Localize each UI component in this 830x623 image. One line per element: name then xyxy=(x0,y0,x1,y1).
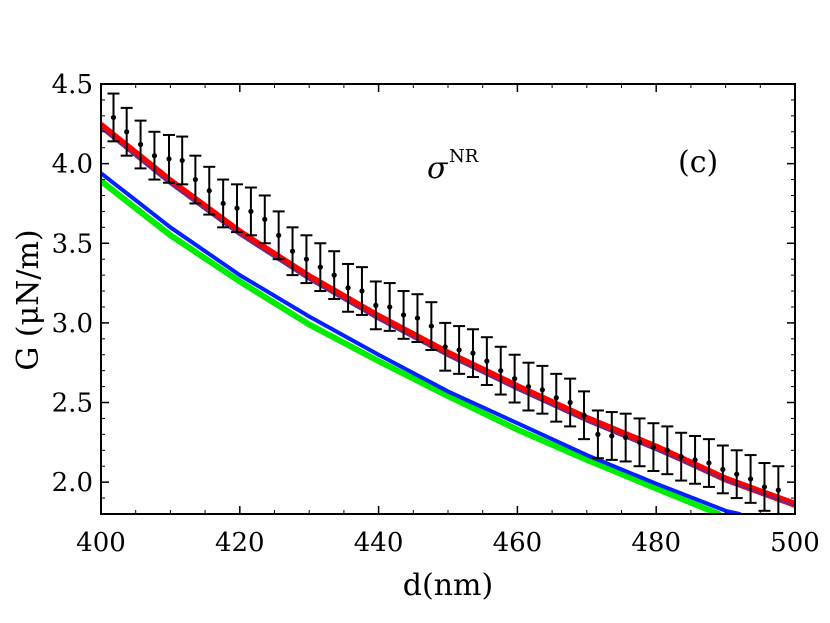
data-point xyxy=(553,395,559,401)
data-point xyxy=(220,200,226,207)
data-point xyxy=(179,157,185,164)
data-point xyxy=(512,376,518,382)
data-point xyxy=(442,344,448,350)
x-tick-label: 460 xyxy=(493,528,543,558)
data-point xyxy=(609,433,615,439)
data-point xyxy=(470,350,476,356)
x-tick-label: 400 xyxy=(76,528,126,558)
data-point xyxy=(414,315,421,321)
data-point xyxy=(706,460,712,466)
data-point xyxy=(166,156,172,162)
data-point xyxy=(567,399,573,406)
x-tick-label: 420 xyxy=(215,528,265,558)
series-line-red xyxy=(101,121,795,508)
data-point xyxy=(234,205,240,211)
series-line-blue xyxy=(101,171,742,514)
data-point xyxy=(262,216,268,222)
data-point xyxy=(650,444,657,450)
data-point xyxy=(192,176,198,183)
series-layer xyxy=(101,121,795,514)
data-point xyxy=(151,153,158,159)
panel-label: (c) xyxy=(678,145,718,180)
data-point xyxy=(331,272,337,278)
x-axis: 400 420 440 460 480 500 xyxy=(76,84,820,558)
series-line-purple xyxy=(101,127,795,507)
y-tick-label: 4.5 xyxy=(52,70,93,100)
data-point xyxy=(525,383,532,390)
data-point xyxy=(110,114,117,121)
y-tick-label: 2.5 xyxy=(52,389,93,419)
data-point xyxy=(595,431,601,437)
series-line-green xyxy=(101,178,722,514)
data-point xyxy=(734,471,740,477)
x-axis-title: d(nm) xyxy=(403,568,493,603)
y-tick-label: 3.5 xyxy=(52,229,93,259)
data-point xyxy=(581,412,587,418)
x-tick-label: 500 xyxy=(770,528,820,558)
data-point xyxy=(373,302,379,308)
x-tick-label: 480 xyxy=(631,528,681,558)
data-point xyxy=(484,358,490,364)
x-tick-label: 440 xyxy=(354,528,404,558)
data-point xyxy=(692,457,698,463)
data-point xyxy=(345,285,351,291)
data-point xyxy=(303,256,310,262)
y-tick-label: 3.0 xyxy=(52,309,93,339)
data-point xyxy=(498,368,504,374)
y-axis-title: G (μN/m) xyxy=(11,229,46,370)
sigma-superscript: NR xyxy=(449,146,479,167)
data-point xyxy=(137,141,144,148)
y-tick-label: 2.0 xyxy=(52,468,93,498)
data-point xyxy=(761,484,768,490)
data-point xyxy=(248,208,254,215)
data-point xyxy=(539,387,545,393)
data-point xyxy=(359,288,365,294)
y-tick-label: 4.0 xyxy=(52,150,93,180)
data-point xyxy=(775,487,781,493)
data-point xyxy=(664,447,670,453)
data-point xyxy=(428,323,434,329)
data-point xyxy=(456,347,462,353)
data-point xyxy=(276,232,282,238)
data-point xyxy=(317,264,323,270)
data-point xyxy=(623,434,629,441)
data-point xyxy=(636,439,643,445)
data-point xyxy=(678,454,684,460)
data-point xyxy=(124,129,130,135)
data-point xyxy=(206,188,212,194)
data-point xyxy=(400,312,407,318)
sigma-annotation: σ xyxy=(427,151,449,186)
data-point xyxy=(387,304,393,310)
data-point xyxy=(747,476,754,482)
data-point xyxy=(289,248,296,254)
y-axis: 2.0 2.5 3.0 3.5 4.0 4.5 xyxy=(52,70,795,499)
data-point xyxy=(720,466,726,473)
error-bars-layer xyxy=(107,92,785,514)
